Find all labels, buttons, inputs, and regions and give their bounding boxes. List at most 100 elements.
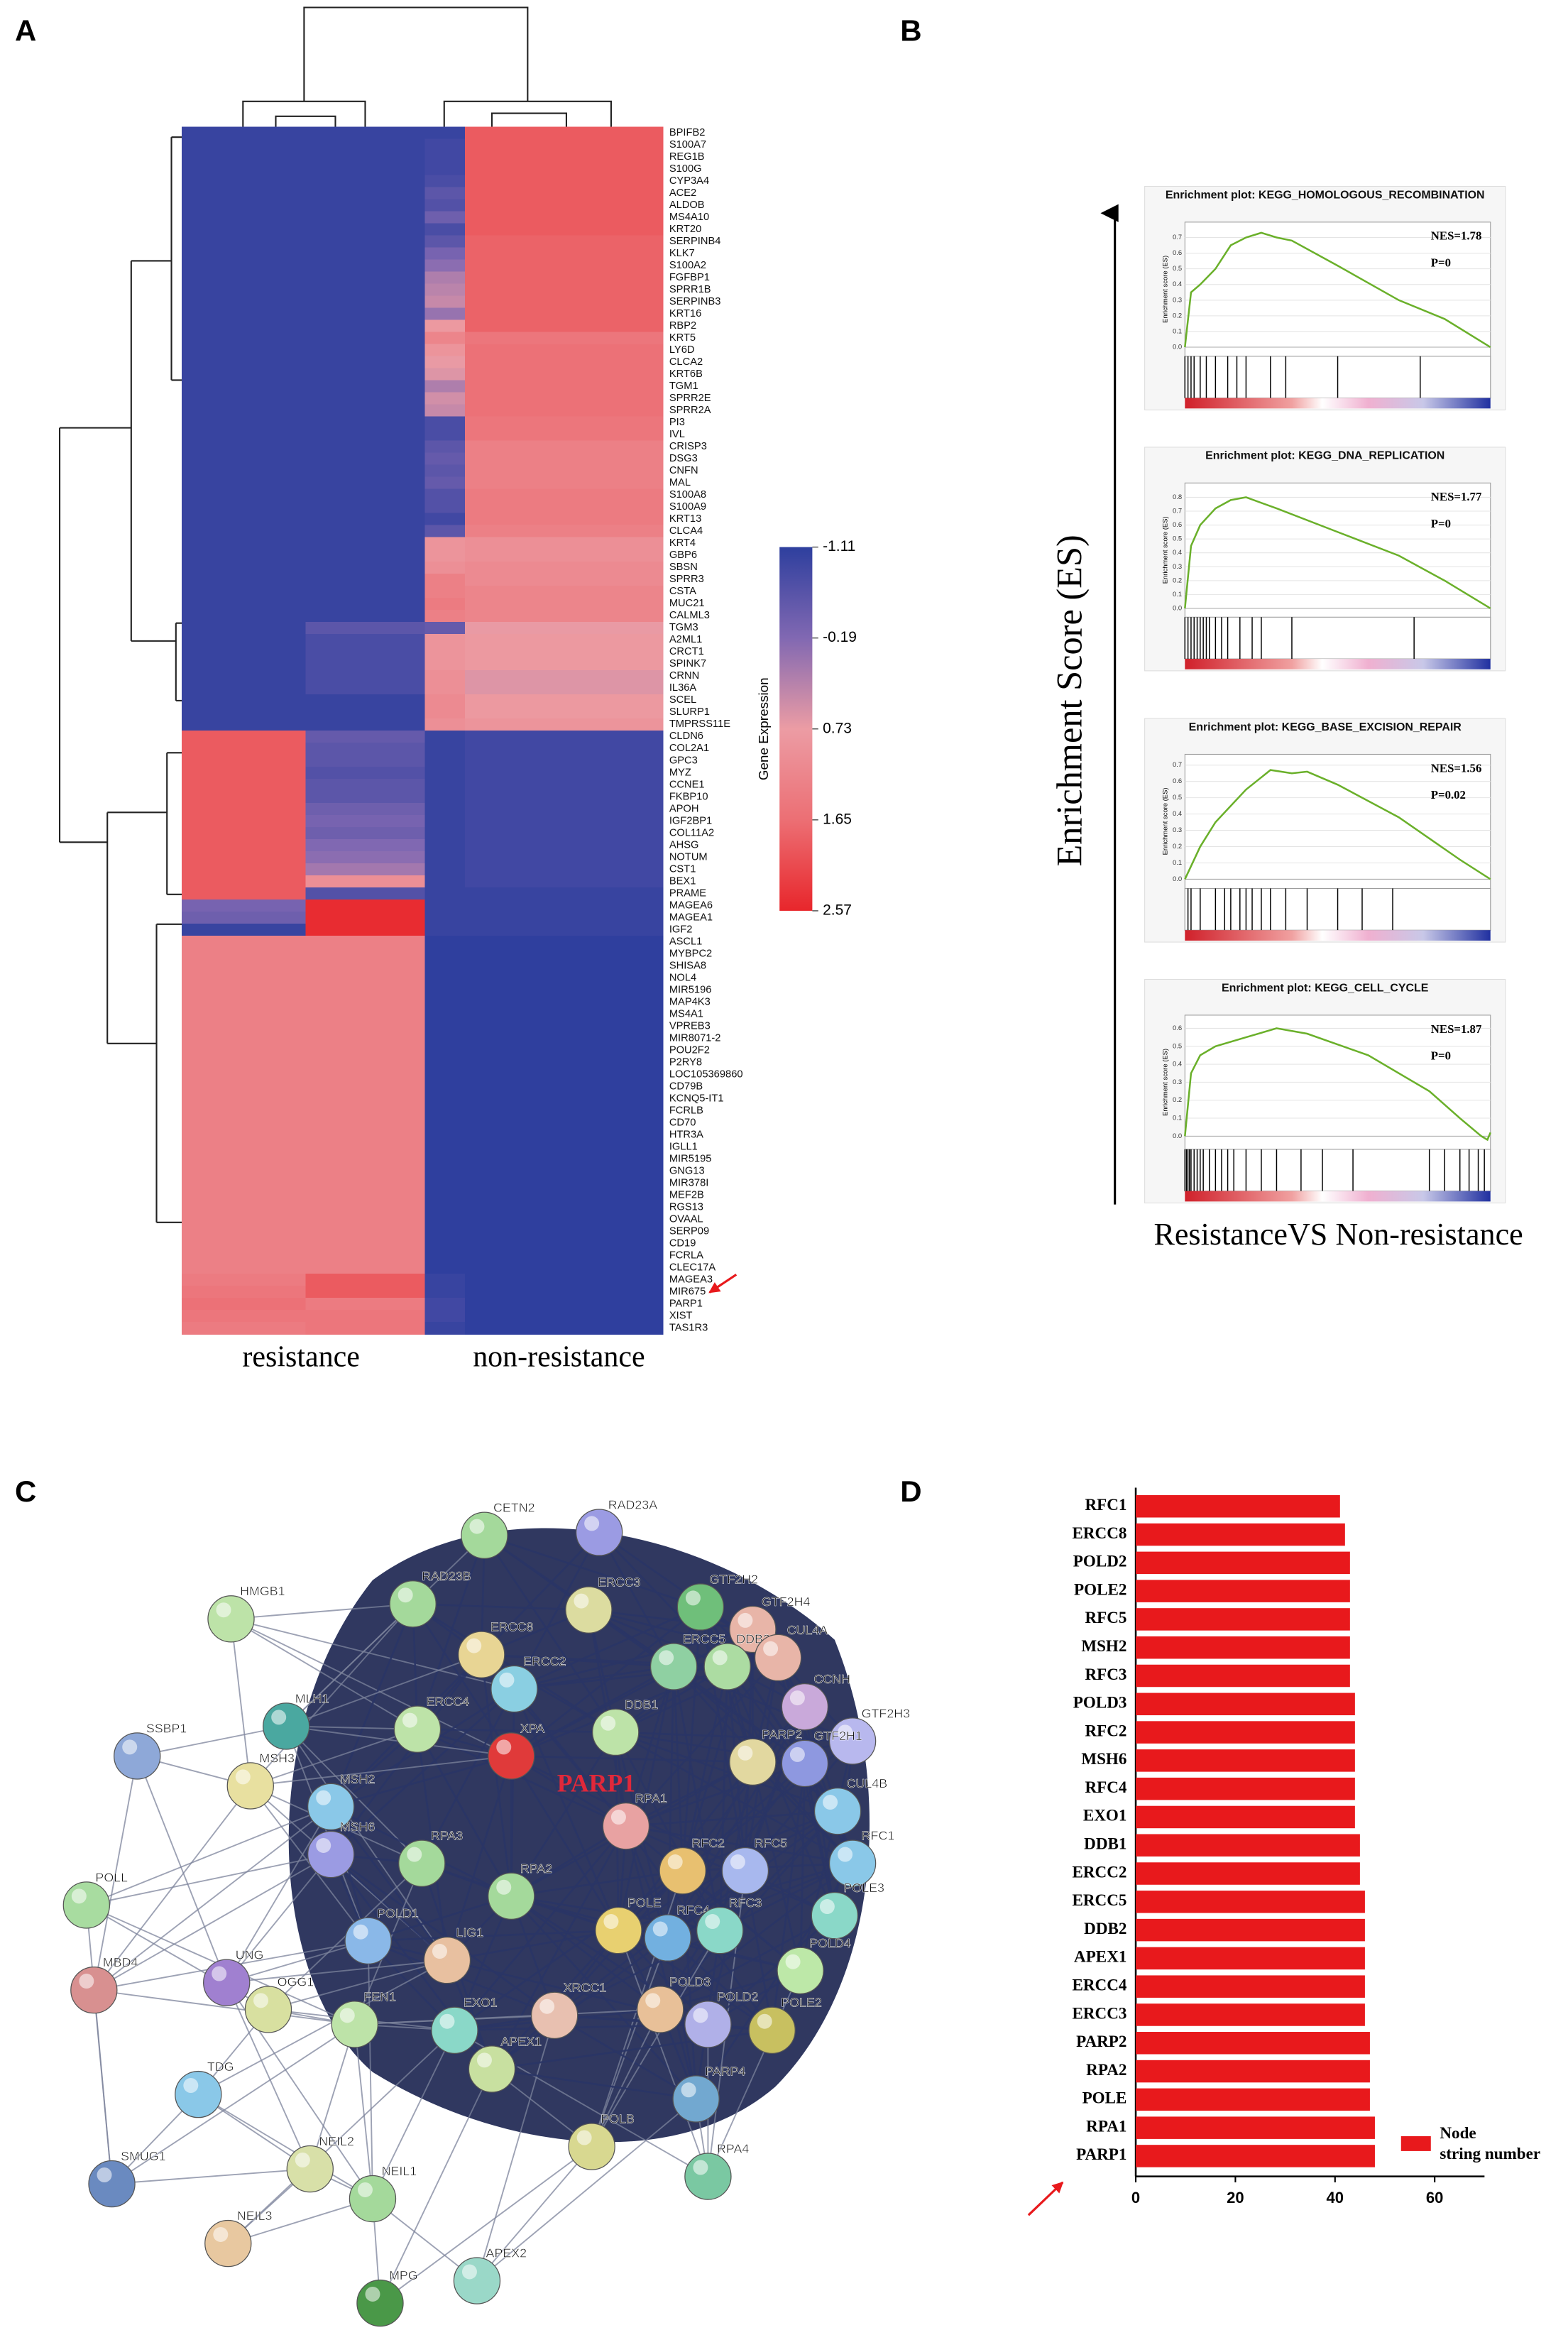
heatmap-cell [182,826,306,840]
y-tick-label: 0.1 [1173,1115,1182,1122]
row-label: SERP09 [669,1226,709,1237]
heatmap-cell [424,826,466,840]
heatmap-cell [182,1008,306,1021]
bar [1136,2060,1370,2083]
heatmap-cell [182,1129,306,1142]
row-label: CSTA [669,586,696,597]
heatmap-cell [305,887,425,900]
node-highlight [496,1879,512,1895]
node-label: CETN2 [493,1501,535,1515]
heatmap-cell [182,175,306,188]
heatmap-cell [182,1213,306,1227]
heatmap-cell [465,1081,664,1093]
node-label: GTF2H1 [813,1729,862,1743]
y-tick-label: 0.1 [1173,327,1182,335]
heatmap-cell [305,464,425,478]
node-label: MLH1 [295,1691,329,1705]
heatmap-cell [424,585,466,598]
heatmap-cell [465,766,664,780]
node [659,1847,706,1895]
heatmap-cell [182,368,306,381]
edge [625,1656,779,1827]
row-label: XIST [669,1311,693,1322]
edge [707,1970,801,2177]
y-axis-label: Enrichment score (ES) [1162,516,1170,584]
node [568,2123,615,2170]
heatmap-cell [305,694,425,707]
node-highlight [213,2226,229,2242]
edge [329,1603,414,1808]
y-axis-label: Enrichment score (ES) [1162,1049,1170,1116]
heatmap-cell [305,537,425,550]
row-label: SBSN [669,562,698,573]
heatmap-cell [182,1262,306,1275]
heatmap [182,126,664,1335]
edge [615,1656,779,1734]
row-label: NOTUM [669,851,708,863]
node-label: NEIL3 [237,2209,273,2223]
node-label: POLE2 [781,1996,822,2010]
heatmap-cell [305,597,425,611]
row-label: SPINK7 [669,658,706,669]
heatmap-cell [182,742,306,755]
edge [137,1725,287,1757]
heatmap-cell [305,1237,425,1251]
heatmap-cell [305,356,425,369]
colorbar-tick-label: 0.73 [823,720,852,736]
heatmap-cell [465,585,664,598]
arrow [1027,2181,1064,2216]
heatmap-cell [424,1213,466,1227]
row-label: MIR5195 [669,1154,712,1165]
heatmap-cell [305,549,425,562]
heatmap-cell [465,1032,664,1045]
heatmap-cell [182,404,306,417]
heatmap-cell [182,561,306,574]
node-label: POLE3 [843,1881,884,1895]
node-highlight [705,1914,720,1930]
edge [354,2008,661,2025]
heatmap-cell [305,223,425,236]
heatmap-cell [305,826,425,840]
node [349,2175,397,2223]
node-highlight [461,2264,477,2280]
node-highlight [789,1746,805,1762]
heatmap-cell [424,464,466,478]
heatmap-cell [465,911,664,924]
heatmap-cell [182,657,306,671]
node-label: POLD1 [377,1906,419,1920]
heatmap-cell [465,344,664,357]
edge [86,1854,331,1906]
heatmap-cell [424,488,466,502]
heatmap-cell [424,887,466,900]
heatmap-cell [305,645,425,659]
y-tick-label: 0.7 [1173,234,1182,241]
edge [330,1854,448,1962]
node [356,2279,404,2327]
node-highlight [398,1587,413,1603]
node-label: SSBP1 [146,1721,187,1735]
heatmap-cell [182,669,306,683]
colorbar-tick-label: 1.65 [823,811,852,827]
edge [719,1862,853,1932]
node [777,1947,824,1995]
category-label: MSH6 [1081,1749,1126,1768]
heatmap-cell [424,1105,466,1117]
edge [681,1871,697,2099]
heatmap-cell [424,1249,466,1263]
heatmap-cell [424,899,466,912]
edge [799,1741,854,1972]
row-label: CLEC17A [669,1262,716,1274]
row-label: MUC21 [669,598,705,609]
node-highlight [316,1837,331,1853]
bar [1136,1834,1360,1856]
heatmap-cell [424,428,466,442]
y-tick-label: 0.3 [1173,826,1182,834]
category-label: POLE [1082,2089,1127,2107]
y-tick-label: 0.0 [1173,1132,1182,1140]
bar [1136,1947,1365,1970]
heatmap-cell [424,863,466,876]
node-label: FEN1 [363,1989,396,2003]
edge [446,1929,619,1962]
heatmap-cell [465,838,664,852]
node [207,1595,255,1643]
